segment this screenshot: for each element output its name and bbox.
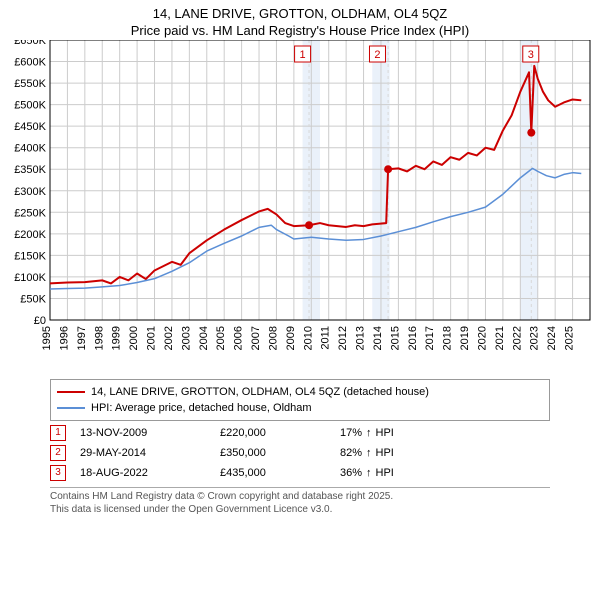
y-tick-label: £500K — [14, 99, 46, 111]
sale-point-2 — [384, 165, 392, 173]
sale-price: £350,000 — [220, 447, 340, 459]
sale-price: £220,000 — [220, 427, 340, 439]
legend-label: 14, LANE DRIVE, GROTTON, OLDHAM, OL4 5QZ… — [91, 386, 429, 398]
sales-table: 1 13-NOV-2009£220,00017%↑HPI 2 29-MAY-2014£… — [50, 423, 550, 483]
sales-row: 1 13-NOV-2009£220,00017%↑HPI — [50, 423, 550, 443]
y-tick-label: £600K — [14, 56, 46, 68]
footer-line1: Contains HM Land Registry data © Crown c… — [50, 490, 550, 503]
y-tick-label: £150K — [14, 250, 46, 262]
sales-row: 3 18-AUG-2022£435,00036%↑HPI — [50, 463, 550, 483]
x-tick-label: 2002 — [163, 326, 175, 350]
x-tick-label: 2006 — [233, 326, 245, 350]
legend-row: HPI: Average price, detached house, Oldh… — [57, 400, 543, 416]
chart-area: £0 £50K £100K £150K £200K £250K £300K £350K £400… — [0, 40, 600, 375]
y-tick-label: £300K — [14, 186, 46, 198]
y-tick-label: £200K — [14, 229, 46, 241]
x-tick-label: 2020 — [476, 326, 488, 350]
sale-price: £435,000 — [220, 467, 340, 479]
x-tick-label: 2024 — [546, 326, 558, 350]
x-tick-label: 2016 — [407, 326, 419, 350]
legend-row: 14, LANE DRIVE, GROTTON, OLDHAM, OL4 5QZ… — [57, 384, 543, 400]
y-tick-label: £350K — [14, 164, 46, 176]
x-tick-label: 2007 — [250, 326, 262, 350]
sale-marker-icon: 2 — [50, 445, 66, 461]
x-tick-label: 2015 — [389, 326, 401, 350]
sale-marker-num: 2 — [374, 49, 380, 61]
sale-date: 29-MAY-2014 — [80, 447, 220, 459]
y-tick-label: £650K — [14, 40, 46, 47]
legend-swatch — [57, 391, 85, 393]
sale-date: 13-NOV-2009 — [80, 427, 220, 439]
sale-delta: 17%↑HPI — [340, 427, 460, 439]
x-tick-label: 2011 — [320, 326, 332, 350]
x-tick-label: 2019 — [459, 326, 471, 350]
x-tick-label: 1998 — [93, 326, 105, 350]
x-tick-label: 2009 — [285, 326, 297, 350]
y-tick-label: £250K — [14, 207, 46, 219]
x-tick-label: 2003 — [180, 326, 192, 350]
y-tick-label: £550K — [14, 78, 46, 90]
y-tick-label: £0 — [34, 315, 46, 327]
legend-swatch — [57, 407, 85, 409]
x-tick-label: 2012 — [337, 326, 349, 350]
x-tick-label: 2013 — [355, 326, 367, 350]
x-tick-label: 2000 — [128, 326, 140, 350]
y-tick-label: £100K — [14, 272, 46, 284]
x-tick-label: 2008 — [267, 326, 279, 350]
x-tick-label: 2010 — [302, 326, 314, 350]
x-tick-label: 2025 — [564, 326, 576, 350]
sale-marker-icon: 3 — [50, 465, 66, 481]
x-tick-label: 2014 — [372, 326, 384, 350]
sale-point-3 — [527, 128, 535, 136]
x-tick-label: 2017 — [424, 326, 436, 350]
sale-date: 18-AUG-2022 — [80, 467, 220, 479]
title-line2: Price paid vs. HM Land Registry's House … — [0, 23, 600, 40]
x-tick-label: 2001 — [146, 326, 158, 350]
sale-marker-num: 3 — [528, 49, 534, 61]
y-tick-label: £50K — [20, 293, 46, 305]
up-arrow-icon: ↑ — [366, 447, 372, 459]
footer-attribution: Contains HM Land Registry data © Crown c… — [50, 487, 550, 516]
footer-line2: This data is licensed under the Open Gov… — [50, 503, 550, 516]
legend-label: HPI: Average price, detached house, Oldh… — [91, 402, 312, 414]
x-tick-label: 1995 — [41, 326, 53, 350]
x-tick-label: 2021 — [494, 326, 506, 350]
sale-delta: 82%↑HPI — [340, 447, 460, 459]
sale-delta: 36%↑HPI — [340, 467, 460, 479]
chart-title: 14, LANE DRIVE, GROTTON, OLDHAM, OL4 5QZ… — [0, 0, 600, 40]
x-tick-label: 2004 — [198, 326, 210, 350]
up-arrow-icon: ↑ — [366, 467, 372, 479]
y-tick-label: £400K — [14, 142, 46, 154]
x-tick-label: 2005 — [215, 326, 227, 350]
title-line1: 14, LANE DRIVE, GROTTON, OLDHAM, OL4 5QZ — [0, 6, 600, 23]
sale-point-1 — [305, 221, 313, 229]
up-arrow-icon: ↑ — [366, 427, 372, 439]
x-tick-label: 1999 — [111, 326, 123, 350]
sale-marker-num: 1 — [300, 49, 306, 61]
x-tick-label: 1996 — [58, 326, 70, 350]
sale-marker-icon: 1 — [50, 425, 66, 441]
legend: 14, LANE DRIVE, GROTTON, OLDHAM, OL4 5QZ… — [50, 379, 550, 421]
x-tick-label: 2018 — [442, 326, 454, 350]
x-tick-label: 2022 — [511, 326, 523, 350]
x-tick-label: 2023 — [529, 326, 541, 350]
line-chart-svg: £0 £50K £100K £150K £200K £250K £300K £350K £400… — [0, 40, 600, 370]
sales-row: 2 29-MAY-2014£350,00082%↑HPI — [50, 443, 550, 463]
x-tick-label: 1997 — [76, 326, 88, 350]
y-tick-label: £450K — [14, 121, 46, 133]
